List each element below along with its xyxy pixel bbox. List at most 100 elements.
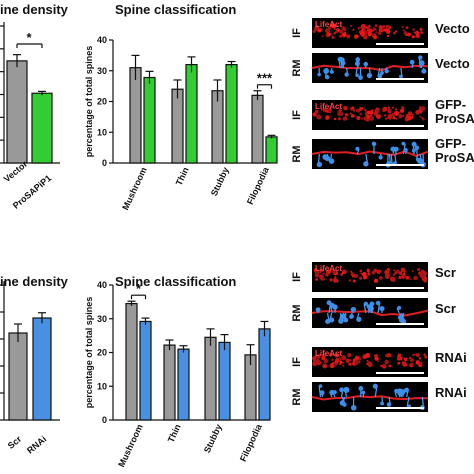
actin-puncta: [366, 26, 370, 31]
spine-head: [355, 73, 359, 77]
actin-puncta: [359, 269, 363, 273]
actin-puncta: [424, 355, 428, 359]
x-tick-label: Mushroom: [116, 423, 145, 469]
actin-puncta: [320, 108, 323, 111]
actin-puncta: [420, 31, 424, 35]
spine-neck: [363, 303, 367, 314]
actin-puncta: [334, 28, 336, 31]
actin-puncta: [359, 276, 363, 280]
actin-puncta: [374, 354, 378, 358]
actin-puncta: [316, 360, 322, 366]
spine-head: [401, 141, 406, 146]
actin-puncta: [352, 28, 355, 31]
actin-puncta: [417, 267, 421, 272]
actin-puncta: [386, 267, 391, 272]
spine-head: [338, 318, 344, 324]
actin-puncta: [387, 106, 391, 109]
spine-head: [358, 386, 364, 391]
spine-head: [316, 161, 323, 168]
actin-puncta: [411, 113, 414, 116]
lifeact-tag: LifeAct: [315, 264, 342, 273]
spine-head: [418, 55, 423, 60]
spine-head: [411, 148, 416, 153]
actin-puncta: [423, 279, 427, 283]
actin-puncta: [332, 269, 337, 274]
actin-puncta: [321, 35, 324, 38]
actin-puncta: [401, 273, 406, 279]
actin-puncta: [319, 268, 323, 272]
spine-head: [355, 57, 361, 62]
condition-label: Scr: [435, 301, 456, 316]
actin-puncta: [348, 279, 351, 282]
actin-puncta: [373, 111, 379, 116]
actin-puncta: [352, 279, 356, 283]
actin-puncta: [414, 30, 420, 36]
actin-puncta: [378, 29, 381, 32]
condition-label: Vecto: [435, 21, 470, 36]
actin-puncta: [415, 353, 420, 358]
spine-head: [319, 390, 325, 396]
actin-puncta: [397, 354, 400, 358]
spine-head: [339, 400, 346, 406]
actin-puncta: [423, 353, 426, 356]
actin-puncta: [325, 115, 330, 120]
actin-puncta: [415, 360, 420, 365]
actin-puncta: [413, 31, 416, 34]
panel-mode-label: IF: [291, 272, 303, 282]
spine-head: [326, 300, 332, 306]
actin-puncta: [373, 35, 377, 40]
x-tick-label: RNAi: [25, 434, 48, 456]
actin-puncta: [350, 114, 355, 118]
spine-head: [356, 316, 362, 322]
x-tick-label: Thin: [174, 166, 191, 187]
condition-label: ProSA: [435, 150, 474, 165]
actin-puncta: [343, 28, 347, 32]
bar-thin-s0: [171, 88, 184, 164]
actin-puncta: [413, 275, 418, 281]
actin-puncta: [344, 113, 349, 117]
spine-head: [394, 388, 399, 394]
actin-puncta: [368, 24, 371, 28]
actin-puncta: [364, 25, 368, 30]
actin-puncta: [412, 28, 415, 31]
spine-head: [379, 306, 385, 312]
chart-title: Spine classification: [115, 274, 236, 289]
spine-head: [339, 387, 344, 393]
spine-head: [399, 389, 406, 395]
actin-puncta: [393, 269, 396, 272]
actin-puncta: [421, 278, 424, 281]
significance-label: *: [136, 281, 142, 296]
lifeact-tag: LifeAct: [315, 20, 342, 29]
y-axis-label: percentage of total spines: [84, 46, 94, 158]
actin-puncta: [328, 270, 331, 273]
bar-filopodia-s1: [265, 136, 278, 164]
actin-puncta: [385, 117, 388, 120]
spine-head: [409, 59, 415, 65]
actin-puncta: [371, 109, 374, 112]
spine-head: [390, 146, 396, 152]
bar-mushroom-s1: [143, 76, 156, 164]
condition-label: RNAi: [435, 385, 467, 400]
panel-mode-label: IF: [291, 28, 303, 38]
spine-head: [355, 146, 360, 151]
actin-puncta: [385, 25, 390, 30]
actin-puncta: [389, 276, 395, 282]
actin-puncta: [391, 112, 394, 115]
actin-puncta: [377, 360, 379, 363]
spine-head: [375, 300, 381, 306]
x-tick-label: Stubby: [202, 423, 224, 455]
actin-puncta: [374, 24, 378, 28]
spine-head: [329, 69, 334, 74]
actin-puncta: [378, 25, 383, 30]
x-tick-label: Mushroom: [120, 166, 149, 212]
actin-puncta: [375, 31, 378, 34]
actin-puncta: [419, 272, 425, 278]
actin-puncta: [321, 355, 326, 361]
actin-puncta: [339, 29, 344, 34]
actin-puncta: [329, 364, 332, 367]
panel-mode-label: IF: [291, 357, 303, 367]
scale-bar: [376, 287, 424, 289]
actin-puncta: [366, 269, 370, 273]
actin-puncta: [332, 278, 338, 283]
actin-puncta: [393, 110, 399, 116]
